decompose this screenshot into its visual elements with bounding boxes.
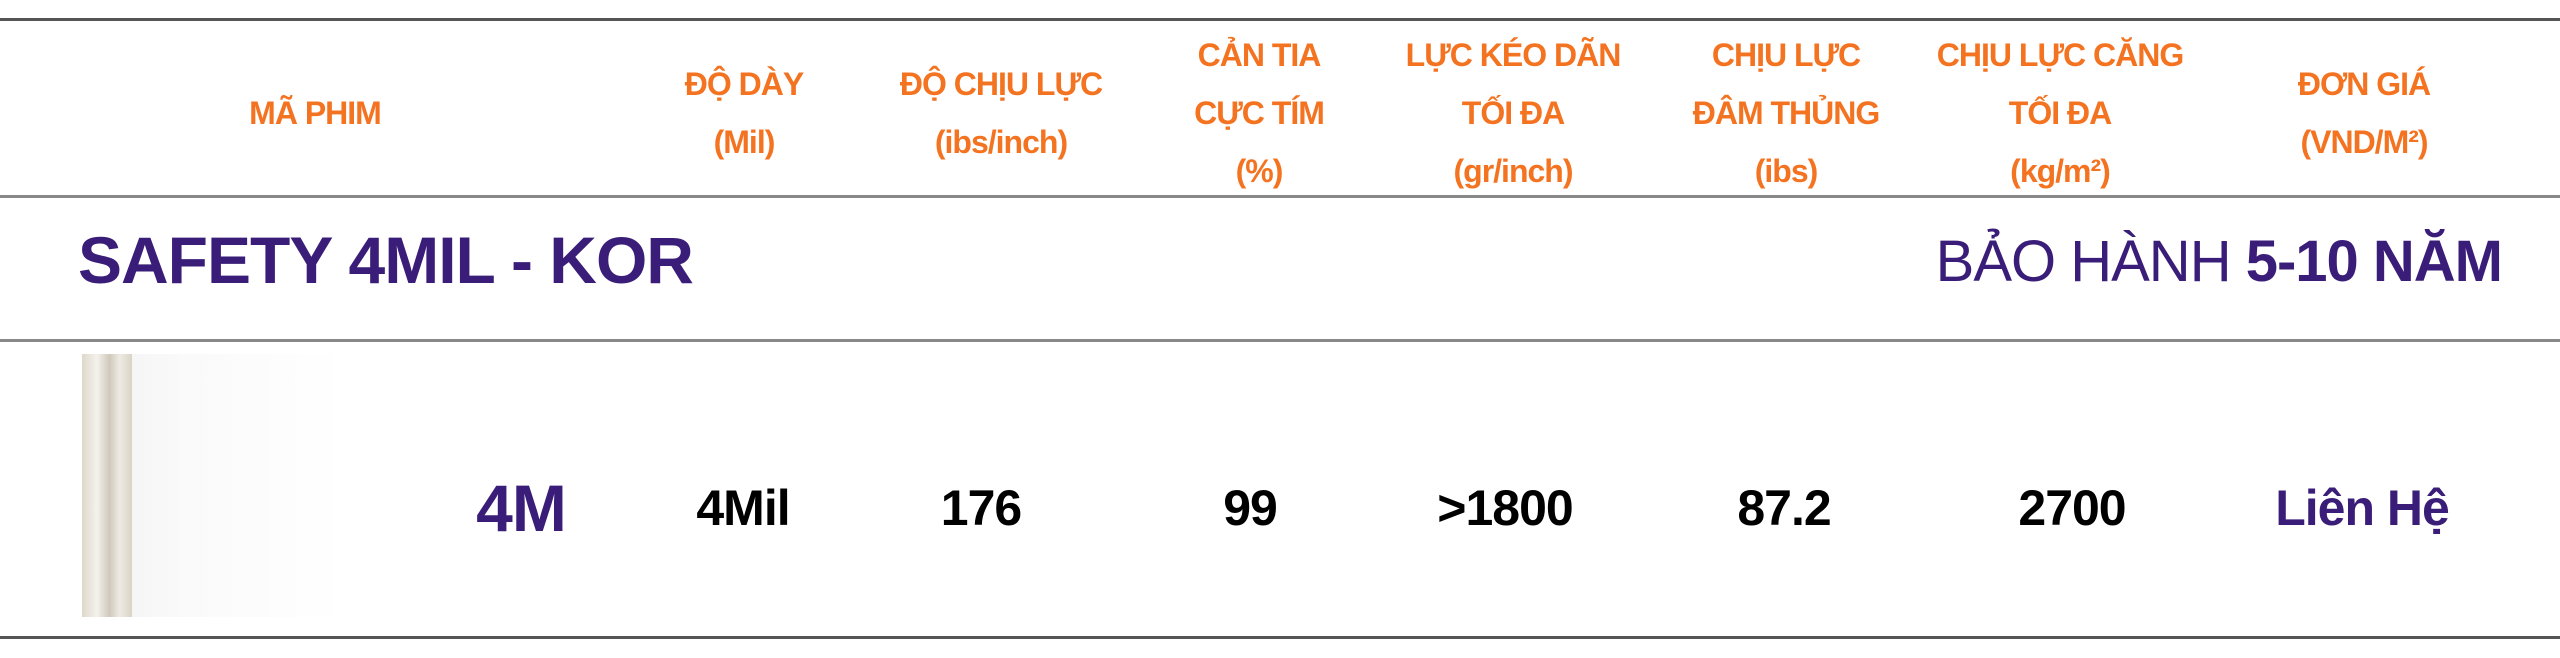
header-divider <box>0 195 2560 198</box>
header-film-code: MÃ PHIM <box>249 30 382 196</box>
strength-value: 176 <box>940 480 1022 536</box>
header-label: ĐỘ CHỊU LỰC (ibs/inch) <box>899 66 1103 160</box>
tension-value: 2700 <box>2018 480 2126 536</box>
tensile-value: >1800 <box>1437 480 1573 536</box>
header-thickness: ĐỘ DÀY (Mil) <box>684 30 804 196</box>
header-uv: CẢN TIA CỰC TÍM (%) <box>1194 30 1325 196</box>
header-strength: ĐỘ CHỊU LỰC (ibs/inch) <box>899 30 1103 196</box>
puncture-value: 87.2 <box>1737 480 1831 536</box>
warranty: BẢO HÀNH 5-10 NĂM <box>1935 228 2503 295</box>
film-code: 4M <box>476 471 567 545</box>
header-label: CHỊU LỰC ĐÂM THỦNG (ibs) <box>1692 37 1881 189</box>
price-contact-link[interactable]: Liên Hệ <box>2275 480 2450 536</box>
header-label: CHỊU LỰC CĂNG TỐI ĐA (kg/m²) <box>1936 37 2184 189</box>
title-divider <box>0 339 2560 342</box>
uv-value: 99 <box>1223 480 1278 536</box>
thickness-value: 4Mil <box>696 480 790 536</box>
header-tension: CHỊU LỰC CĂNG TỐI ĐA (kg/m²) <box>1937 30 2184 196</box>
film-roll-core <box>82 354 132 617</box>
header-label: ĐƠN GIÁ (VND/M²) <box>2297 66 2431 160</box>
film-roll-image <box>82 354 346 617</box>
product-title: SAFETY 4MIL - KOR <box>78 223 694 297</box>
warranty-value: 5-10 NĂM <box>2245 229 2503 294</box>
header-label: CẢN TIA CỰC TÍM (%) <box>1194 37 1325 189</box>
header-price: ĐƠN GIÁ (VND/M²) <box>2297 30 2431 196</box>
header-tensile: LỰC KÉO DÃN TỐI ĐA (gr/inch) <box>1406 30 1622 196</box>
header-label: ĐỘ DÀY (Mil) <box>684 66 804 160</box>
warranty-label: BẢO HÀNH <box>1935 229 2246 294</box>
header-puncture: CHỊU LỰC ĐÂM THỦNG (ibs) <box>1693 30 1881 196</box>
top-divider <box>0 18 2560 21</box>
bottom-divider <box>0 636 2560 639</box>
header-label: LỰC KÉO DÃN TỐI ĐA (gr/inch) <box>1405 37 1622 189</box>
header-label: MÃ PHIM <box>249 95 382 131</box>
